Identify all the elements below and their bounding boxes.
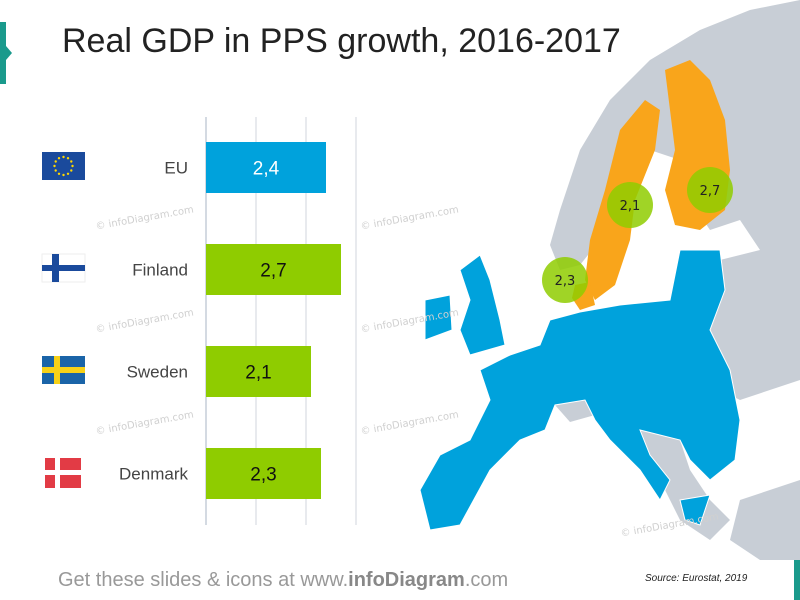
bar-denmark <box>206 448 321 499</box>
accent-bar-right <box>794 556 800 600</box>
flag-star <box>57 172 61 175</box>
flag-cross <box>45 470 81 475</box>
page-title: Real GDP in PPS growth, 2016-2017 <box>62 22 621 60</box>
map-region-eu <box>419 249 741 531</box>
eu-flag-icon <box>42 152 85 180</box>
sweden-flag-icon <box>42 356 85 384</box>
map-bubble-label-denmark: 2,3 <box>555 274 576 289</box>
category-label: Denmark <box>119 465 188 484</box>
flag-star <box>62 173 65 177</box>
map-bubble-finland <box>687 167 733 213</box>
bar-finland <box>206 244 341 295</box>
map-region-greece <box>679 494 711 526</box>
category-label: EU <box>164 159 188 178</box>
map-region-switzerland <box>555 400 595 422</box>
footer-prefix: Get these slides & icons at www. <box>58 569 349 591</box>
map-region-ireland <box>424 294 453 341</box>
flag-star <box>62 155 65 159</box>
map-bubble-sweden <box>607 182 653 228</box>
data-label: 2,1 <box>245 363 271 384</box>
map-region-non-eu <box>550 0 800 400</box>
data-label: 2,4 <box>253 159 280 180</box>
flag-star <box>70 169 73 172</box>
map-region-balkans-gray <box>640 430 730 540</box>
category-label: Finland <box>132 261 188 280</box>
flag-star <box>71 164 74 168</box>
data-label: 2,7 <box>260 261 286 282</box>
map-region-turkey <box>730 480 800 560</box>
source-note: Source: Eurostat, 2019 <box>645 573 748 584</box>
map-bubble-label-sweden: 2,1 <box>620 199 641 214</box>
finland-flag-icon <box>41 253 86 283</box>
flag-star <box>53 164 56 168</box>
accent-bar-left <box>0 22 12 84</box>
flag-star <box>70 160 73 163</box>
flag-star <box>66 172 70 175</box>
bar-chart: 2,4 EU 2,7 Finland 2,1 Sweden 2,3 Denmark <box>41 117 357 525</box>
map-bubble: 2,1 2,7 2,3 <box>542 167 733 303</box>
data-label: 2,3 <box>250 465 276 486</box>
bar-sweden <box>206 346 311 397</box>
bar-eu <box>206 142 326 193</box>
map-bubble-label-finland: 2,7 <box>700 184 721 199</box>
footer-suffix: .com <box>464 569 509 591</box>
flag-star <box>54 160 57 163</box>
flag-star <box>66 157 70 160</box>
flag-star <box>57 157 61 160</box>
map-region-uk <box>459 254 506 356</box>
flag-star <box>54 169 57 172</box>
denmark-flag-icon <box>45 458 81 488</box>
europe-map: 2,1 2,7 2,3 <box>419 0 800 560</box>
map-bubble-denmark <box>542 257 588 303</box>
flag-cross <box>42 367 85 373</box>
footer-promo[interactable]: Get these slides & icons at www.infoDiag… <box>58 569 508 592</box>
category-label: Sweden <box>127 363 188 382</box>
footer-brand: infoDiagram <box>348 569 465 591</box>
flag-cross <box>42 265 85 271</box>
